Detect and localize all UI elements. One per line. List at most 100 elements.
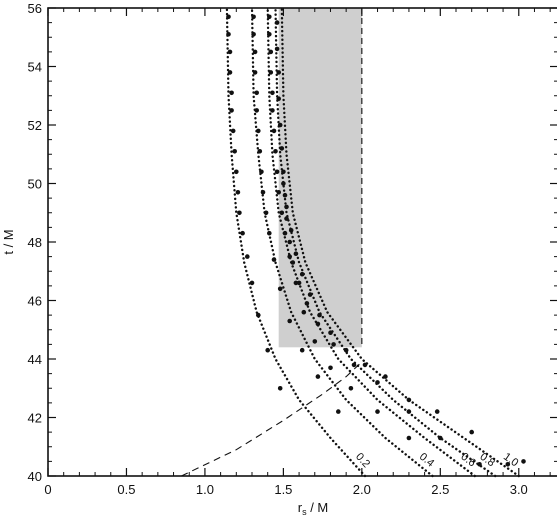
data-point [251,14,256,20]
data-point [271,257,277,262]
data-point [434,409,440,414]
data-point [277,286,283,292]
data-point [234,169,239,175]
data-point [290,260,296,265]
data-point [235,190,241,195]
y-tick-label: 54 [28,60,42,75]
data-point [287,239,293,245]
data-point [438,435,443,441]
data-point [226,14,231,20]
data-point [274,46,280,52]
data-point [293,280,299,286]
data-point [255,128,261,134]
data-point [282,192,288,198]
data-point [274,20,280,25]
data-point [293,251,299,256]
data-point [254,108,259,113]
x-tick-label: 2.0 [353,482,371,497]
curve-1.0 [280,6,520,478]
data-point [249,280,255,286]
data-point [279,210,285,216]
data-point [282,230,288,236]
data-point [343,347,349,353]
data-point [328,365,333,371]
data-point [279,146,285,151]
data-point [229,108,234,113]
data-point [281,181,286,186]
data-point [267,230,272,236]
data-point [281,169,286,175]
y-tick-label: 46 [28,294,42,309]
data-point [232,149,237,154]
data-point [276,190,282,195]
data-point [245,254,250,259]
data-point [304,301,310,306]
data-point [259,169,264,175]
data-point [406,435,412,441]
data-point [312,339,318,344]
y-axis-label: t / M [1,229,16,254]
data-point [277,386,283,391]
data-point [287,254,293,259]
dashed-curve [181,361,363,477]
data-point [362,362,368,368]
curve-0.2 [225,6,367,478]
data-point [251,32,256,37]
data-point [348,386,354,391]
y-tick-label: 44 [28,352,42,367]
data-point [351,362,357,368]
data-point [469,429,475,435]
x-tick-label: 3.0 [510,482,528,497]
data-point [296,280,302,286]
data-point [274,169,280,175]
data-point [260,190,266,195]
y-axis-ticks: 40 42 44 46 48 50 52 54 56 [28,1,557,484]
y-tick-label: 56 [28,1,42,16]
curve-0.6 [266,6,476,478]
y-tick-label: 48 [28,235,42,250]
data-point [229,90,234,96]
data-point [277,122,283,128]
data-point [328,330,333,336]
data-point [301,309,307,315]
data-point [406,397,412,403]
data-point [255,312,261,318]
data-point [276,96,282,101]
data-point [267,14,272,20]
data-point [375,380,380,385]
data-point [268,49,274,55]
data-point [271,128,277,134]
data-point [317,312,322,318]
data-point [237,210,242,216]
data-point [276,70,282,75]
data-point [406,409,412,414]
data-point [257,149,263,154]
x-axis-ticks: 0 0.5 1.0 1.5 2.0 2.5 3.0 [44,8,551,497]
data-point [240,230,245,236]
y-tick-label: 40 [28,469,42,484]
data-point [263,210,269,216]
data-points [226,14,526,467]
data-point [315,321,321,327]
curve-0.4 [250,6,434,478]
data-point [270,90,275,96]
y-tick-label: 50 [28,177,42,192]
data-point [307,292,313,297]
data-point [230,128,236,134]
data-point [505,462,511,467]
x-tick-label: 2.5 [431,482,449,497]
x-axis-label: rs / M [298,500,329,517]
x-tick-label: 1.0 [196,482,214,497]
data-point [252,49,258,55]
data-point [268,70,274,75]
curve-label-0.4: 0.4 [417,451,436,470]
data-point [375,409,380,414]
data-point [270,108,275,113]
y-tick-label: 42 [28,411,42,426]
data-point [254,90,259,96]
dotted-curves [225,6,520,478]
data-point [273,149,278,154]
data-point [288,228,294,233]
data-point [227,49,233,55]
